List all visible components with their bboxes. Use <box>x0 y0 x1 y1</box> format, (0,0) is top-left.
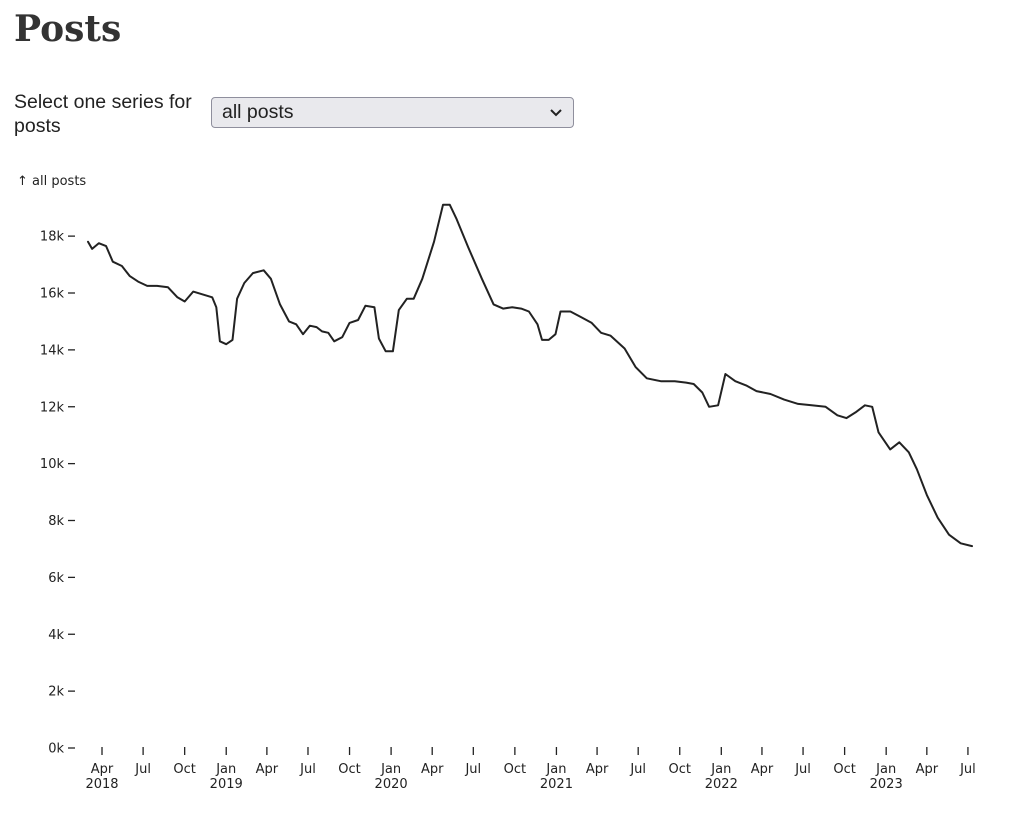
x-tick-label: Jul <box>959 762 976 777</box>
x-tick-label: Oct <box>669 762 691 777</box>
x-tick-label: Apr <box>916 762 939 777</box>
series-select[interactable]: all posts <box>211 97 574 128</box>
x-tick-label: Oct <box>173 762 195 777</box>
y-tick-label: 16k <box>40 287 65 302</box>
series-group <box>87 203 973 548</box>
y-axis: 0k 2k 4k 6k 8k 10k 12k 14k 16k 18k <box>40 230 75 757</box>
x-tick-label: Jul <box>134 762 151 777</box>
x-tick-year-label: 2019 <box>210 777 243 792</box>
x-tick-year-label: 2020 <box>375 777 408 792</box>
y-tick-label: 18k <box>40 230 65 245</box>
x-tick-label: Jan <box>710 762 731 777</box>
y-axis-title: ↑ all posts <box>17 174 86 189</box>
x-tick-label: Jul <box>464 762 481 777</box>
series-select-label: Select one series for posts <box>14 91 192 137</box>
series-select-value: all posts <box>222 101 294 123</box>
y-tick-label: 10k <box>40 457 65 472</box>
x-tick-year-label: 2018 <box>85 777 118 792</box>
x-tick-label: Oct <box>338 762 360 777</box>
line-chart: ↑ all posts 0k 2k 4k 6k 8k 10k 12k 14k 16k 18k Ap… <box>17 174 976 792</box>
x-tick-label: Apr <box>751 762 774 777</box>
x-tick-year-label: 2021 <box>540 777 573 792</box>
x-tick-label: Jul <box>299 762 316 777</box>
x-tick-label: Jul <box>629 762 646 777</box>
series-line <box>87 203 973 548</box>
x-tick-label: Apr <box>256 762 279 777</box>
x-tick-label: Jul <box>794 762 811 777</box>
x-tick-label: Jan <box>545 762 566 777</box>
y-tick-label: 8k <box>48 514 64 529</box>
x-tick-label: Jan <box>875 762 896 777</box>
x-tick-label: Oct <box>833 762 855 777</box>
x-tick-label: Oct <box>504 762 526 777</box>
x-tick-label: Apr <box>586 762 609 777</box>
x-tick-label: Apr <box>91 762 114 777</box>
x-tick-label: Jan <box>215 762 236 777</box>
y-tick-label: 12k <box>40 400 65 415</box>
y-tick-label: 0k <box>48 742 64 757</box>
x-tick-year-label: 2023 <box>870 777 903 792</box>
page-title: Posts <box>14 8 122 50</box>
y-tick-label: 2k <box>48 685 64 700</box>
x-tick-label: Apr <box>421 762 444 777</box>
y-tick-label: 6k <box>48 571 64 586</box>
y-tick-label: 4k <box>48 628 64 643</box>
x-tick-label: Jan <box>380 762 401 777</box>
chevron-down-icon <box>550 108 562 116</box>
x-tick-year-label: 2022 <box>705 777 738 792</box>
y-tick-label: 14k <box>40 343 65 358</box>
